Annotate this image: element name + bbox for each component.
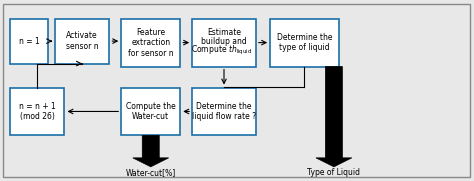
Text: Water-cut[%]: Water-cut[%]: [126, 168, 176, 177]
Text: Determine the
type of liquid: Determine the type of liquid: [277, 33, 332, 52]
FancyBboxPatch shape: [55, 19, 109, 64]
FancyBboxPatch shape: [192, 19, 256, 67]
Text: Determine the
liquid flow rate ?: Determine the liquid flow rate ?: [192, 102, 256, 121]
Text: Estimate: Estimate: [207, 28, 241, 37]
Text: Compute the
Water-cut: Compute the Water-cut: [126, 102, 176, 121]
FancyBboxPatch shape: [192, 87, 256, 135]
Text: Type of Liquid: Type of Liquid: [307, 168, 360, 177]
FancyBboxPatch shape: [10, 19, 48, 64]
Polygon shape: [316, 67, 352, 167]
Text: n = 1: n = 1: [18, 37, 39, 46]
FancyBboxPatch shape: [121, 87, 180, 135]
Polygon shape: [133, 135, 169, 167]
Text: n = n + 1
(mod 26): n = n + 1 (mod 26): [19, 102, 56, 121]
Text: Compute $\mathit{th}_{\mathrm{liquid}}$: Compute $\mathit{th}_{\mathrm{liquid}}$: [191, 44, 252, 57]
FancyBboxPatch shape: [270, 19, 338, 67]
FancyBboxPatch shape: [10, 87, 64, 135]
FancyBboxPatch shape: [121, 19, 180, 67]
Text: Feature
extraction
for sensor n: Feature extraction for sensor n: [128, 28, 173, 58]
Text: Activate
sensor n: Activate sensor n: [66, 31, 99, 51]
Text: buildup and: buildup and: [201, 37, 247, 46]
